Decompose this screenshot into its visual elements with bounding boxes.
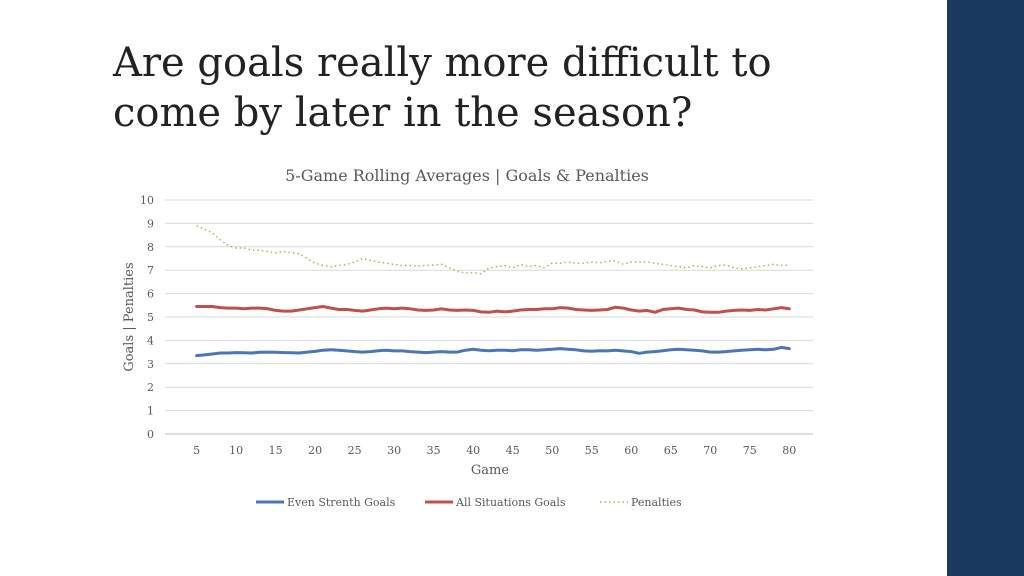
chart-legend: Even Strenth Goals All Situations Goals Pe… bbox=[256, 496, 682, 509]
legend-label: All Situations Goals bbox=[455, 496, 566, 509]
x-tick-label: 30 bbox=[387, 444, 401, 457]
line-chart: 5-Game Rolling Averages | Goals & Penalt… bbox=[122, 166, 813, 509]
x-tick-label: 35 bbox=[427, 444, 441, 457]
slide-title-line-1: Are goals really more difficult to bbox=[113, 40, 772, 86]
x-tick-label: 65 bbox=[664, 444, 678, 457]
x-tick-label: 45 bbox=[506, 444, 520, 457]
y-tick-label: 2 bbox=[147, 381, 154, 394]
legend-label: Penalties bbox=[631, 496, 682, 509]
x-axis-ticks: 5 10 15 20 25 30 35 40 45 50 55 60 65 70 75 80 bbox=[193, 444, 796, 457]
y-tick-label: 1 bbox=[147, 405, 154, 418]
x-tick-label: 40 bbox=[466, 444, 480, 457]
x-tick-label: 80 bbox=[782, 444, 796, 457]
x-axis-label: Game bbox=[471, 463, 509, 478]
y-tick-label: 0 bbox=[147, 428, 154, 441]
chart-title: 5-Game Rolling Averages | Goals & Penalt… bbox=[285, 166, 649, 185]
x-tick-label: 55 bbox=[585, 444, 599, 457]
y-tick-label: 3 bbox=[147, 358, 154, 371]
x-tick-label: 20 bbox=[308, 444, 322, 457]
x-tick-label: 50 bbox=[545, 444, 559, 457]
x-tick-label: 10 bbox=[229, 444, 243, 457]
series-line bbox=[196, 225, 790, 275]
x-tick-label: 60 bbox=[624, 444, 638, 457]
y-tick-label: 9 bbox=[147, 217, 154, 230]
x-tick-label: 70 bbox=[703, 444, 717, 457]
y-tick-label: 8 bbox=[147, 241, 154, 254]
y-axis-label: Goals | Penalties bbox=[122, 262, 137, 371]
y-tick-label: 4 bbox=[147, 334, 154, 347]
series-line bbox=[195, 345, 791, 358]
series-line bbox=[195, 305, 791, 314]
side-accent-bar bbox=[947, 0, 1024, 576]
x-tick-label: 5 bbox=[193, 444, 200, 457]
legend-label: Even Strenth Goals bbox=[287, 496, 396, 509]
y-tick-label: 6 bbox=[147, 288, 154, 301]
x-tick-label: 25 bbox=[348, 444, 362, 457]
slide-title: Are goals really more difficult to come … bbox=[113, 38, 913, 138]
y-axis-ticks: 0 1 2 3 4 5 6 7 8 9 10 bbox=[140, 194, 154, 441]
y-tick-label: 7 bbox=[147, 264, 154, 277]
chart-gridlines bbox=[165, 199, 813, 435]
chart-series-lines bbox=[195, 225, 791, 358]
x-tick-label: 75 bbox=[743, 444, 757, 457]
y-tick-label: 10 bbox=[140, 194, 154, 207]
y-tick-label: 5 bbox=[147, 311, 154, 324]
x-tick-label: 15 bbox=[269, 444, 283, 457]
slide-title-line-2: come by later in the season? bbox=[113, 90, 693, 136]
